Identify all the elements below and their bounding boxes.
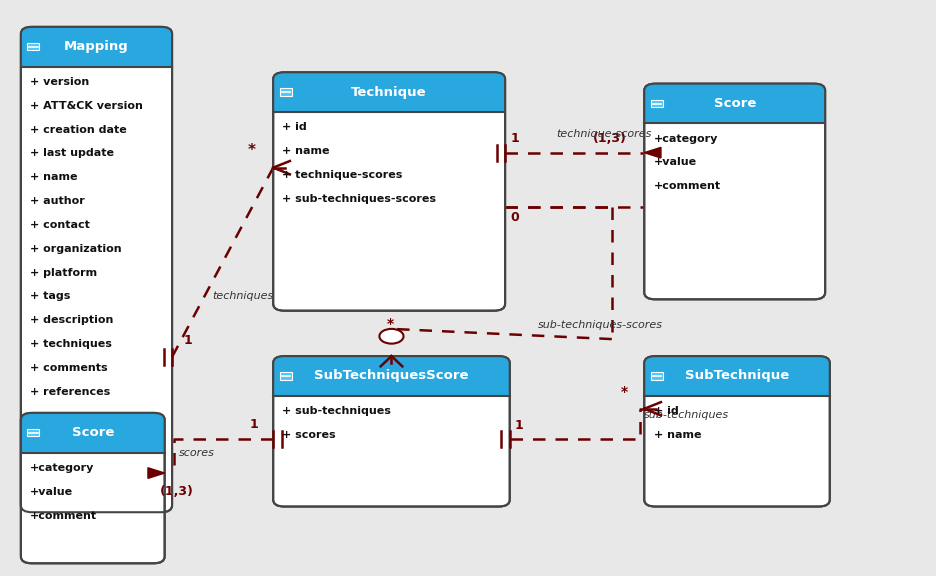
Bar [273,92,505,112]
Text: + id: + id [283,122,307,132]
Text: + technique-scores: + technique-scores [283,170,402,180]
FancyBboxPatch shape [644,356,830,506]
Bar [27,429,39,437]
Text: +category: +category [30,463,95,473]
Circle shape [379,329,403,344]
Text: 1: 1 [183,335,192,347]
Text: Mapping: Mapping [64,40,129,53]
Text: + sub-techniques-scores: + sub-techniques-scores [283,194,436,204]
Text: + organization: + organization [30,244,122,253]
Text: + techniques: + techniques [30,339,112,349]
Bar [27,43,39,51]
Text: (1,3): (1,3) [593,132,627,146]
Text: +value: +value [653,157,696,168]
Text: + creation date: + creation date [30,124,127,135]
Text: *: * [387,317,394,331]
Text: + last update: + last update [30,149,114,158]
FancyBboxPatch shape [21,27,172,67]
Text: + scores: + scores [283,430,336,440]
Bar [644,104,826,123]
FancyBboxPatch shape [273,72,505,310]
Text: + description: + description [30,315,113,325]
Polygon shape [148,468,165,479]
Text: 1: 1 [511,132,519,146]
Text: (1,3): (1,3) [160,484,194,498]
FancyBboxPatch shape [273,356,510,396]
Text: 1: 1 [250,418,258,430]
Text: + contact: + contact [30,220,90,230]
Text: + ATT&CK version: + ATT&CK version [30,101,143,111]
Text: technique-scores: technique-scores [556,129,651,139]
Text: + name: + name [653,430,701,440]
FancyBboxPatch shape [21,413,165,453]
Text: + comments: + comments [30,363,108,373]
Text: SubTechniquesScore: SubTechniquesScore [314,369,469,382]
FancyBboxPatch shape [21,413,165,563]
Text: + sub-techniques: + sub-techniques [283,406,391,416]
Bar [280,89,292,96]
FancyBboxPatch shape [21,27,172,512]
FancyBboxPatch shape [644,356,830,396]
Text: 0: 0 [511,211,519,224]
Text: +comment: +comment [30,510,97,521]
FancyBboxPatch shape [644,84,826,300]
Text: +category: +category [653,134,718,143]
Text: + name: + name [30,172,78,182]
Text: Score: Score [71,426,114,439]
Text: techniques: techniques [212,291,273,301]
Text: Score: Score [713,97,756,110]
FancyBboxPatch shape [273,72,505,112]
Text: Technique: Technique [351,86,427,98]
FancyBboxPatch shape [644,84,826,123]
Text: + platform: + platform [30,268,97,278]
Text: + author: + author [30,196,85,206]
FancyBboxPatch shape [273,356,510,506]
Text: + id: + id [653,406,679,416]
Bar [644,376,830,396]
Bar [280,372,292,380]
Bar [273,376,510,396]
Text: + version: + version [30,77,90,87]
Text: SubTechnique: SubTechnique [685,369,789,382]
Text: + name: + name [283,146,330,156]
Bar [21,47,172,67]
Text: *: * [247,143,256,158]
Text: sub-techniques-scores: sub-techniques-scores [537,320,663,329]
Bar [651,100,663,107]
Text: sub-techniques: sub-techniques [644,410,729,420]
Text: +comment: +comment [653,181,721,191]
Text: +value: +value [30,487,73,497]
Text: + tags: + tags [30,291,70,301]
Text: 1: 1 [515,419,523,431]
Bar [651,372,663,380]
Text: *: * [622,385,628,399]
Bar [21,433,165,453]
Text: + references: + references [30,386,110,397]
Text: scores: scores [179,448,214,458]
Polygon shape [644,147,661,158]
